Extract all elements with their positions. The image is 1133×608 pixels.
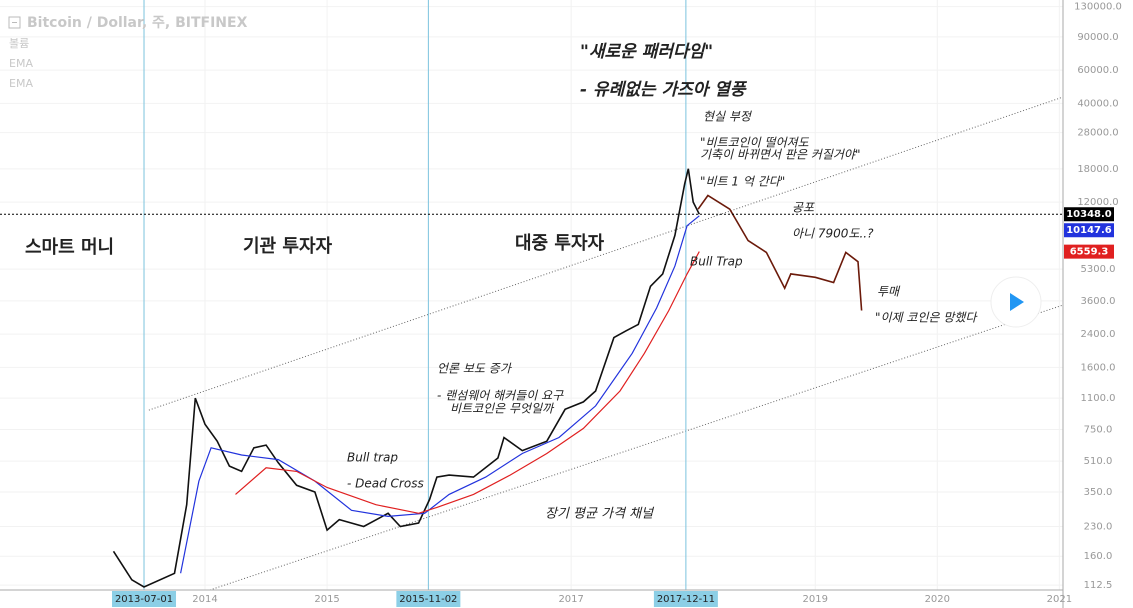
- price-label-box: [1064, 223, 1114, 238]
- y-tick-label: 230.0: [1084, 521, 1113, 532]
- annotation: 현실 부정: [703, 110, 753, 124]
- channel-line: [148, 96, 1064, 411]
- annotation: "새로운 패러다임": [580, 42, 713, 62]
- y-tick-label: 12000.0: [1077, 197, 1118, 208]
- annotation: 아니 7900도..?: [792, 227, 874, 241]
- annotation: 장기 평균 가격 채널: [545, 507, 655, 522]
- overlay: 112.5 160.0 230.0 350.0 510.0 750.0 1100.0 1600…: [25, 2, 1122, 607]
- y-tick-label: 510.0: [1084, 456, 1113, 467]
- marker-label: 2017-12-11: [657, 594, 715, 605]
- x-tick-label: 2015: [314, 594, 339, 605]
- marker-label: 2013-07-01: [115, 594, 173, 605]
- marker-box: [653, 591, 718, 607]
- y-tick-label: 112.5: [1084, 580, 1113, 591]
- y-tick-label: 160.0: [1084, 551, 1113, 562]
- y-tick-label: 18000.0: [1077, 164, 1118, 175]
- marker-label: 2015-11-02: [399, 594, 457, 605]
- price-label-box: [1064, 207, 1114, 222]
- price-label-box: [1064, 244, 1114, 259]
- series-line: [697, 194, 863, 311]
- y-tick-label: 350.0: [1084, 487, 1113, 498]
- annotation: 기축이 바뀌면서 판은 커질거야": [700, 148, 860, 162]
- price-label: 6559.3: [1070, 247, 1109, 258]
- x-tick-label: 2021: [1047, 594, 1072, 605]
- y-tick-label: 1100.0: [1081, 393, 1116, 404]
- annotation: 비트코인은 무엇일까: [450, 402, 555, 416]
- annotation: Bull Trap: [690, 255, 743, 269]
- y-tick-label: 750.0: [1084, 425, 1113, 436]
- y-tick-label: 1600.0: [1081, 362, 1116, 373]
- x-tick-label: 2017: [558, 594, 583, 605]
- chart-title: Bitcoin / Dollar, 주, BITFINEX: [27, 15, 248, 31]
- annotation: 공포: [792, 201, 815, 215]
- marker-box: [112, 591, 177, 607]
- x-tick-label: 2020: [925, 594, 950, 605]
- price-label: 10147.6: [1066, 225, 1112, 236]
- legend-entry: EMA: [9, 77, 33, 90]
- y-tick-label: 5300.0: [1081, 264, 1116, 275]
- legend-entry: EMA: [9, 57, 33, 70]
- annotation: - 유례없는 가즈아 열풍: [580, 80, 748, 100]
- annotation: 투매: [877, 285, 901, 299]
- y-tick-label: 60000.0: [1077, 65, 1118, 76]
- y-tick-label: 28000.0: [1077, 128, 1118, 139]
- annotation: Bull trap: [347, 451, 398, 465]
- price-axis: [1063, 0, 1133, 608]
- series-line: [235, 251, 700, 514]
- collapse-icon[interactable]: [8, 16, 21, 29]
- play-icon: [1010, 293, 1024, 311]
- price-label: 10348.0: [1066, 209, 1112, 220]
- annotation: 언론 보도 증가: [437, 362, 513, 376]
- plot-area: [0, 0, 1064, 591]
- annotation: 스마트 머니: [25, 237, 114, 258]
- y-tick-label: 3600.0: [1081, 296, 1116, 307]
- annotation: 기관 투자자: [243, 236, 333, 257]
- y-tick-label: 130000.0: [1074, 2, 1122, 13]
- x-tick-label: 2014: [192, 594, 217, 605]
- annotation: "비트코인이 떨어져도: [700, 136, 810, 150]
- marker-box: [396, 591, 461, 607]
- legend-entry: 볼륨: [9, 37, 29, 50]
- annotation: - 랜섬웨어 해커들이 요구: [437, 389, 564, 403]
- x-tick-label: 2019: [803, 594, 828, 605]
- y-tick-label: 40000.0: [1077, 98, 1118, 109]
- series-line: [180, 215, 700, 574]
- annotation: "이제 코인은 망했다: [875, 311, 978, 325]
- y-tick-label: 2400.0: [1081, 329, 1116, 340]
- annotation: 대중 투자자: [515, 233, 605, 254]
- annotation: - Dead Cross: [347, 477, 424, 491]
- y-tick-label: 90000.0: [1077, 32, 1118, 43]
- annotation: "비트 1 억 간다": [700, 175, 785, 189]
